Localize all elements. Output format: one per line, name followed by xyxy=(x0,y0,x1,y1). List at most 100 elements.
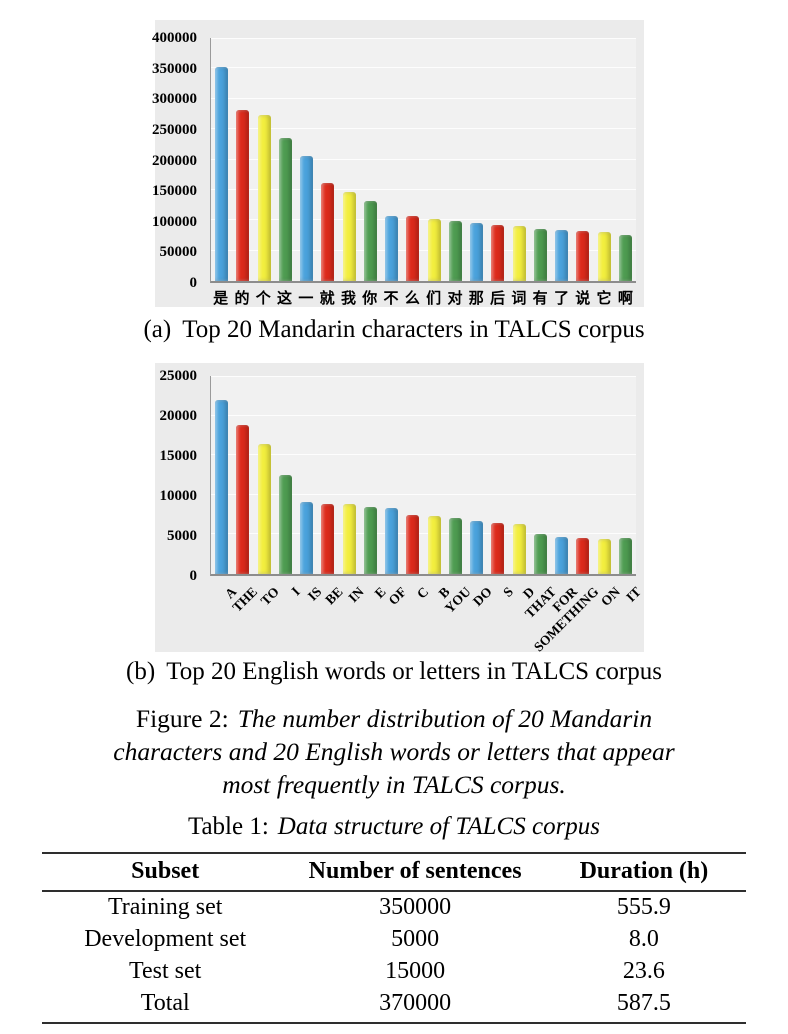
x-tick-label: ON xyxy=(597,584,623,609)
plot-area xyxy=(210,376,636,576)
y-tick-label: 15000 xyxy=(159,448,198,464)
figure-caption-line-3: most frequently in TALCS corpus. xyxy=(222,770,566,799)
table-header-row: Subset Number of sentences Duration (h) xyxy=(42,852,746,892)
bar-就 xyxy=(321,182,335,281)
bar-后 xyxy=(491,225,505,281)
y-tick-label: 200000 xyxy=(152,152,197,169)
table-caption: Table 1: Data structure of TALCS corpus xyxy=(0,813,788,841)
x-tick-label: 啊 xyxy=(617,291,633,307)
y-tick-label: 10000 xyxy=(159,488,198,504)
bar-词 xyxy=(512,225,526,281)
column-header-subset: Subset xyxy=(42,852,289,892)
bar-啊 xyxy=(618,234,632,281)
bar-你 xyxy=(363,200,377,281)
bar-FOR xyxy=(555,536,569,574)
data-structure-table: Subset Number of sentences Duration (h) … xyxy=(42,852,746,1024)
table-cell-subset: Test set xyxy=(129,958,202,984)
chart-a-caption-text: Top 20 Mandarin characters in TALCS corp… xyxy=(182,316,645,343)
bar-SOMETHING xyxy=(576,537,590,574)
bar-不 xyxy=(385,216,399,281)
gridline xyxy=(211,38,636,39)
bar-TO xyxy=(257,444,271,574)
chart-b-caption-text: Top 20 English words or letters in TALCS… xyxy=(166,658,662,685)
table-row: Development set 5000 8.0 xyxy=(42,924,746,956)
y-tick-label: 20000 xyxy=(159,408,198,424)
gridline xyxy=(211,533,636,535)
bar-个 xyxy=(257,115,271,281)
x-tick-label: 有 xyxy=(532,291,548,307)
x-tick-label: 们 xyxy=(426,291,442,307)
column-header-duration: Duration (h) xyxy=(541,852,746,892)
bar-IS xyxy=(300,501,314,574)
table-cell-sentences: 370000 xyxy=(288,988,542,1024)
x-tick-label: 不 xyxy=(383,291,399,307)
bar-C xyxy=(406,514,420,574)
x-tick-label: 你 xyxy=(362,291,378,307)
bar-OF xyxy=(385,508,399,574)
gridline xyxy=(211,219,636,221)
bar-它 xyxy=(597,231,611,281)
table-cell-duration: 587.5 xyxy=(541,988,746,1024)
bar-是 xyxy=(215,67,229,281)
bar-THE xyxy=(236,425,250,574)
y-tick-label: 100000 xyxy=(152,213,197,230)
bar-S xyxy=(491,523,505,574)
table-cell-subset: Training set xyxy=(107,894,223,920)
table-cell-duration: 8.0 xyxy=(628,926,659,952)
y-tick-label: 350000 xyxy=(152,60,197,77)
x-tick-label: IS xyxy=(304,584,325,604)
y-tick-label: 50000 xyxy=(159,244,198,261)
y-tick-label: 150000 xyxy=(152,183,197,200)
gridline xyxy=(211,454,636,456)
y-tick-label: 0 xyxy=(189,275,198,291)
table-caption-label: Table 1: xyxy=(187,813,269,840)
figure-caption-line-2: characters and 20 English words or lette… xyxy=(113,737,675,766)
x-tick-label: IT xyxy=(623,584,644,605)
bar-BE xyxy=(321,503,335,574)
bar-E xyxy=(363,507,377,574)
y-tick-label: 300000 xyxy=(152,91,197,108)
gridline xyxy=(211,249,636,251)
x-tick-label: I xyxy=(288,584,304,599)
x-tick-label: BE xyxy=(322,584,346,608)
chart-b-caption-label: (b) xyxy=(126,658,156,685)
x-tick-label: 一 xyxy=(298,291,314,307)
gridline xyxy=(211,414,636,416)
table-cell-duration: 555.9 xyxy=(616,894,671,920)
y-axis-labels: 0 50000 100000 150000 200000 250000 300000 3500… xyxy=(152,30,203,291)
gridline xyxy=(211,158,636,160)
table-cell-sentences: 15000 xyxy=(385,958,446,984)
x-tick-label: 对 xyxy=(447,291,463,307)
bar-DO xyxy=(470,520,484,574)
table-row: Total 370000 587.5 xyxy=(42,988,746,1024)
x-tick-label: TO xyxy=(257,584,282,609)
column-header-sentences: Number of sentences xyxy=(288,852,542,892)
y-tick-label: 250000 xyxy=(152,121,197,138)
x-tick-label: IN xyxy=(345,584,368,606)
table-row: Training set 350000 555.9 xyxy=(42,891,746,924)
bar-了 xyxy=(555,229,569,281)
y-axis-labels: 0 5000 10000 15000 20000 25000 xyxy=(155,368,203,584)
y-tick-label: 0 xyxy=(189,568,198,584)
bar-ON xyxy=(597,539,611,574)
gridline xyxy=(211,493,636,495)
chart-english-words: 0 5000 10000 15000 20000 25000 A THE TO I IS BE IN E… xyxy=(155,363,644,655)
gridline xyxy=(211,67,636,69)
x-tick-label: 就 xyxy=(319,291,335,307)
chart-b-caption: (b) Top 20 English words or letters in TA… xyxy=(0,658,788,686)
x-tick-label: 词 xyxy=(511,291,527,307)
table-cell-duration: 23.6 xyxy=(622,958,665,984)
x-tick-label: 个 xyxy=(255,291,271,307)
x-tick-label: 了 xyxy=(553,291,569,307)
x-axis-labels: 是的个这一就我你不么们对那后词有了说它啊 xyxy=(210,287,636,307)
bar-说 xyxy=(576,231,590,281)
gridline xyxy=(211,97,636,99)
chart-a-caption-label: (a) xyxy=(143,316,172,343)
x-tick-label: 说 xyxy=(575,291,591,307)
bar-YOU xyxy=(448,517,462,574)
bar-这 xyxy=(278,137,292,281)
chart-mandarin-characters: 0 50000 100000 150000 200000 250000 300000 3500… xyxy=(152,20,644,307)
gridline xyxy=(211,188,636,190)
x-tick-label: 那 xyxy=(468,291,484,307)
